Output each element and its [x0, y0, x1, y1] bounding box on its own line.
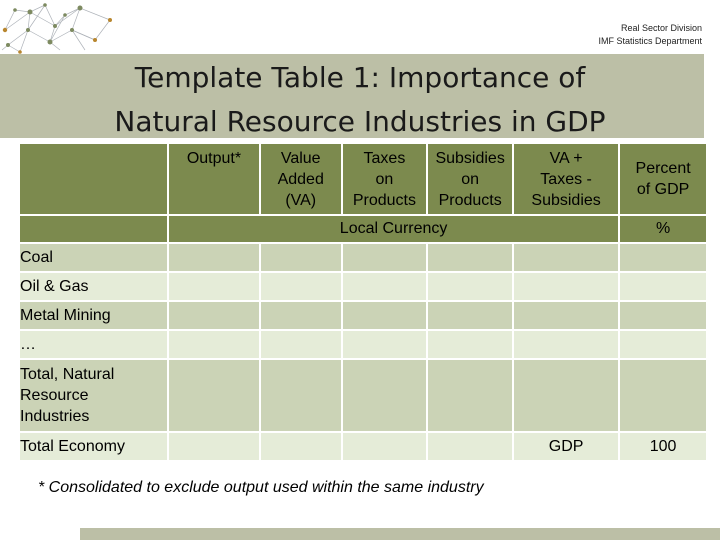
total-economy-gdp-cell: GDP [512, 431, 621, 462]
col-header-value-added: Value Added (VA) [258, 142, 343, 216]
title-line-1: Template Table 1: Importance of [134, 61, 586, 94]
table-row-total-economy: Total Economy GDP 100 [17, 431, 708, 462]
col-header-va-net: VA + Taxes - Subsidies [512, 142, 621, 216]
org-division: Real Sector Division [620, 23, 702, 33]
footnote: * Consolidated to exclude output used wi… [38, 479, 484, 496]
units-percent: % [618, 214, 708, 244]
col-header-percent: Percent of GDP [618, 142, 708, 216]
row-label-coal: Coal [17, 242, 170, 273]
network-graph-logo-icon [1, 3, 112, 54]
table-row: Coal [17, 242, 708, 273]
row-label-ellipsis: … [17, 329, 170, 360]
title-line-2: Natural Resource Industries in GDP [114, 105, 606, 138]
units-blank-cell [17, 214, 170, 244]
row-label-total-economy: Total Economy [17, 431, 170, 462]
header-blank-cell [17, 142, 170, 216]
row-label-metal-mining: Metal Mining [17, 300, 170, 331]
table-row: Oil & Gas [17, 271, 708, 302]
col-header-subsidies: Subsidies on Products [426, 142, 515, 216]
table-row: Metal Mining [17, 300, 708, 331]
table-row: … [17, 329, 708, 360]
page-title: Template Table 1: Importance of Natural … [0, 56, 720, 144]
col-header-output: Output* [167, 142, 261, 216]
total-economy-percent-cell: 100 [618, 431, 708, 462]
col-header-taxes: Taxes on Products [340, 142, 429, 216]
org-department: IMF Statistics Department [598, 36, 702, 46]
title-band [0, 54, 704, 138]
table-header-row: Output* Value Added (VA) Taxes on Produc… [17, 142, 708, 216]
row-label-oil-gas: Oil & Gas [17, 271, 170, 302]
table-row: Total, Natural Resource Industries [17, 358, 708, 433]
footer-bar [80, 528, 720, 540]
resource-table: Output* Value Added (VA) Taxes on Produc… [17, 142, 708, 462]
row-label-total-natural-resource: Total, Natural Resource Industries [17, 358, 170, 433]
units-row: Local Currency % [17, 214, 708, 244]
units-local-currency: Local Currency [167, 214, 621, 244]
org-header: Real Sector Division IMF Statistics Depa… [598, 22, 702, 48]
